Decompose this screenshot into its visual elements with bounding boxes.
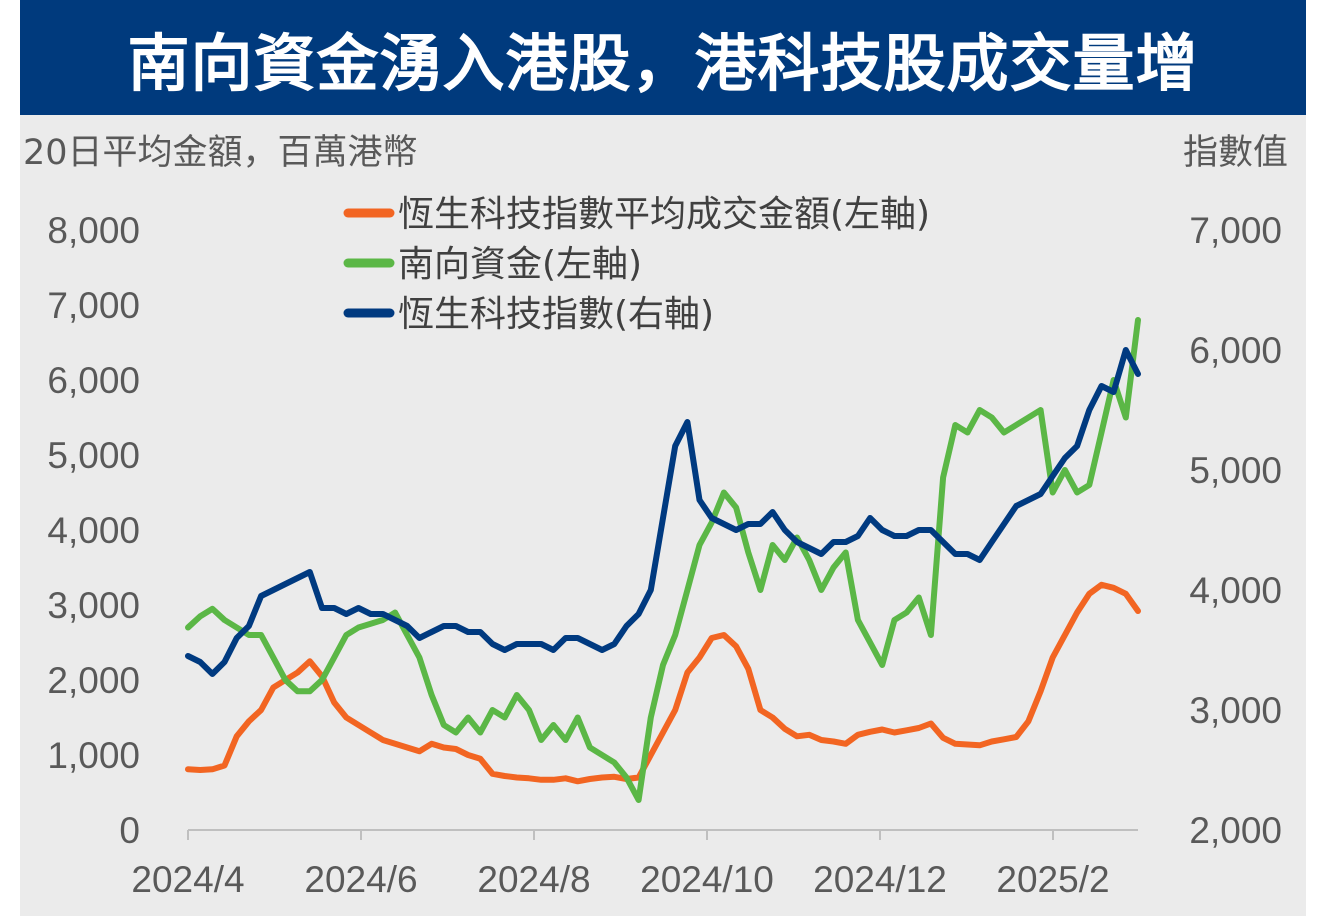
left-axis-tick-label: 1,000 [47, 735, 140, 776]
right-axis-tick-label: 7,000 [1189, 210, 1282, 251]
x-axis-tick-label: 2024/10 [640, 859, 774, 900]
chart-title-bar: 南向資金湧入港股，港科技股成交量增 [20, 0, 1306, 115]
series-line-2 [185, 317, 1141, 803]
right-axis-tick-label: 4,000 [1189, 570, 1282, 611]
right-axis-tick-label: 3,000 [1189, 690, 1282, 731]
left-axis-tick-label: 5,000 [47, 435, 140, 476]
left-axis-tick-label: 8,000 [47, 210, 140, 251]
x-axis-tick-label: 2024/4 [131, 859, 244, 900]
legend-label: 南向資金(左軸) [398, 244, 642, 285]
x-axis-tick-label: 2024/6 [304, 859, 417, 900]
right-axis-tick-label: 6,000 [1189, 330, 1282, 371]
right-axis-tick-label: 5,000 [1189, 450, 1282, 491]
x-axis-tick-label: 2024/8 [477, 859, 590, 900]
x-axis-tick-label: 2024/12 [813, 859, 947, 900]
chart-area: 20日平均金額，百萬港幣 指數值 0 1,000 2,000 3,000 4,000 5,… [20, 115, 1306, 916]
right-axis-tick-label: 2,000 [1189, 810, 1282, 851]
left-axis-tick-label: 2,000 [47, 660, 140, 701]
left-axis-tick-label: 6,000 [47, 360, 140, 401]
series-line-1 [185, 581, 1141, 785]
left-axis-tick-label: 3,000 [47, 585, 140, 626]
chart-svg: 20日平均金額，百萬港幣 指數值 0 1,000 2,000 3,000 4,000 5,… [23, 133, 1288, 900]
left-axis-tick-label: 0 [119, 810, 140, 851]
legend-label: 恆生科技指數平均成交金額(左軸) [398, 194, 930, 235]
chart-title: 南向資金湧入港股，港科技股成交量增 [127, 26, 1199, 100]
legend-label: 恆生科技指數(右軸) [398, 294, 714, 335]
right-axis-unit-label: 指數值 [1183, 133, 1288, 173]
series-line-3 [185, 347, 1141, 677]
left-axis-tick-label: 7,000 [47, 285, 140, 326]
x-axis-tick-label: 2025/2 [996, 859, 1109, 900]
left-axis-tick-label: 4,000 [47, 510, 140, 551]
left-axis-unit-label: 20日平均金額，百萬港幣 [23, 133, 418, 173]
